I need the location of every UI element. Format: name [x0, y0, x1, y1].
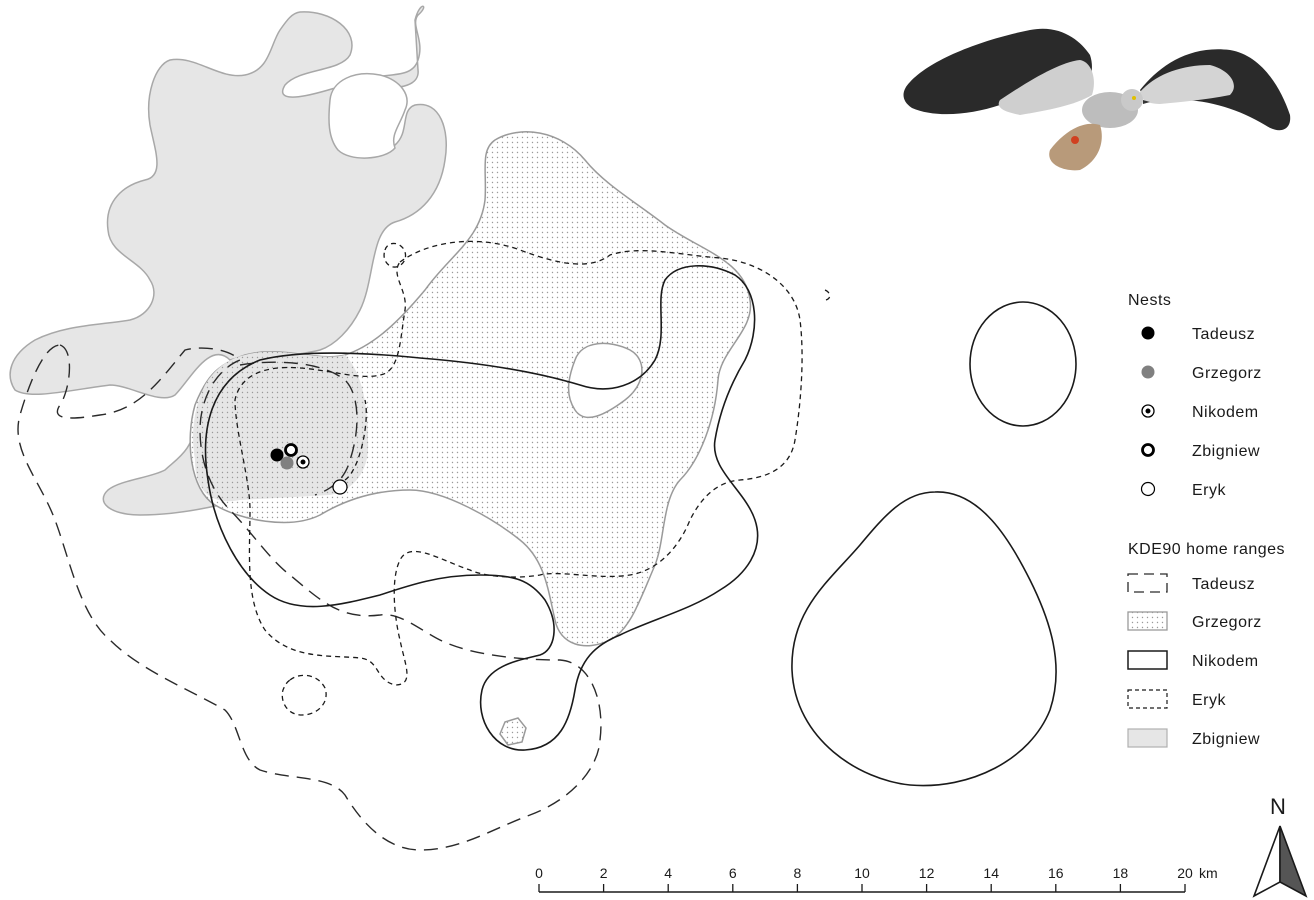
scale-tick-label: 8 [794, 865, 802, 881]
home-range-eryk [234, 240, 831, 716]
legend-range-item: Tadeusz [1127, 573, 1255, 593]
legend-ranges-title: KDE90 home ranges [1128, 541, 1285, 558]
nest-tadeusz [270, 448, 284, 462]
legend-nest-label: Zbigniew [1192, 443, 1260, 460]
legend-nest-symbol-zbigniew [1141, 443, 1155, 457]
legend-nest-item: Nikodem [1141, 404, 1259, 421]
scale-tick-label: 4 [664, 865, 672, 881]
legend-range-symbol-nikodem [1127, 650, 1168, 670]
legend-range-label: Zbigniew [1192, 731, 1260, 748]
legend-nests-title: Nests [1128, 292, 1171, 309]
legend-range-label: Eryk [1192, 692, 1227, 709]
nest-grzegorz [280, 456, 294, 470]
legend-range-item: Grzegorz [1127, 611, 1262, 631]
scale-tick-label: 14 [983, 865, 999, 881]
legend-range-symbol-grzegorz [1127, 611, 1168, 631]
home-range-tadeusz [17, 344, 602, 851]
legend: Nests Tadeusz Grzegorz Nikodem Zbigniew … [1127, 292, 1285, 748]
legend-range-item: Eryk [1127, 689, 1227, 709]
north-arrow: N [1252, 794, 1308, 898]
nest-nikodem [296, 455, 310, 469]
north-label: N [1270, 794, 1286, 819]
legend-nest-item: Grzegorz [1141, 365, 1262, 382]
north-arrow-icon [1252, 825, 1281, 898]
scale-tick-label: 12 [919, 865, 935, 881]
nest-zbigniew [284, 443, 298, 457]
scale-tick-label: 0 [535, 865, 543, 881]
scale-tick-label: 18 [1113, 865, 1129, 881]
legend-range-symbol-eryk [1127, 689, 1168, 709]
legend-nest-label: Nikodem [1192, 404, 1259, 421]
legend-nest-item: Eryk [1140, 481, 1227, 499]
nest-markers [270, 443, 348, 495]
scale-unit: km [1199, 865, 1218, 881]
legend-nest-symbol-grzegorz [1141, 365, 1155, 379]
nest-eryk [332, 479, 348, 495]
scale-tick-label: 10 [854, 865, 870, 881]
legend-range-item: Zbigniew [1127, 728, 1260, 748]
legend-range-item: Nikodem [1127, 650, 1259, 670]
legend-nest-symbol-tadeusz [1141, 326, 1155, 340]
legend-nest-label: Tadeusz [1192, 326, 1255, 343]
scale-tick-label: 20 [1177, 865, 1193, 881]
legend-range-label: Tadeusz [1192, 576, 1255, 593]
legend-range-label: Nikodem [1192, 653, 1259, 670]
scale-tick-label: 6 [729, 865, 737, 881]
legend-range-symbol-zbigniew [1127, 728, 1168, 748]
legend-nest-label: Eryk [1192, 482, 1227, 499]
legend-nest-label: Grzegorz [1192, 365, 1262, 382]
legend-nest-symbol-eryk [1140, 481, 1156, 497]
legend-nest-item: Zbigniew [1141, 443, 1260, 460]
legend-range-label: Grzegorz [1192, 614, 1262, 631]
legend-range-symbol-tadeusz [1127, 573, 1168, 593]
scale-tick-label: 16 [1048, 865, 1064, 881]
home-range-nikodem [204, 265, 1077, 787]
scale-bar: 0 2 4 6 8 10 12 14 16 18 20 km [535, 865, 1218, 893]
legend-nest-item: Tadeusz [1141, 326, 1255, 343]
scale-tick-label: 2 [600, 865, 608, 881]
harrier-photo [903, 28, 1291, 171]
